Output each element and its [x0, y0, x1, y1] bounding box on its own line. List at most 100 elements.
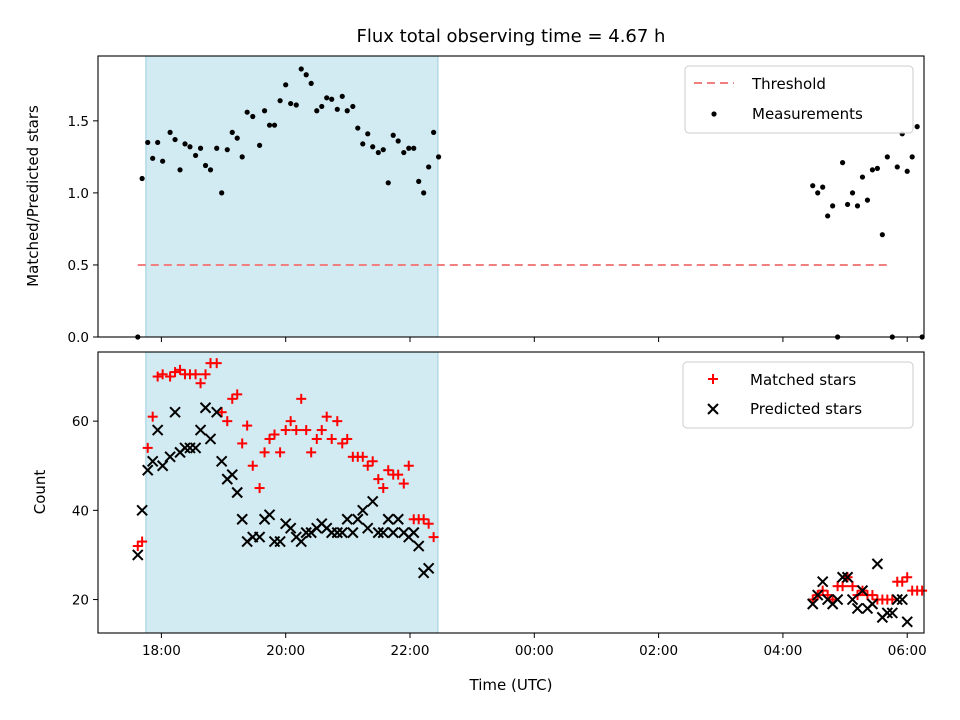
- predicted-point: [846, 593, 859, 606]
- predicted-point: [831, 593, 844, 606]
- matched-point: [373, 474, 384, 485]
- predicted-point: [179, 442, 191, 454]
- measurement-point: [820, 184, 826, 190]
- measurement-point: [308, 80, 314, 86]
- matched-point: [326, 433, 337, 444]
- predicted-point: [422, 562, 435, 575]
- measurement-point: [329, 96, 335, 102]
- predicted-point: [382, 513, 394, 525]
- matched-point: [423, 518, 434, 529]
- measurement-point: [207, 167, 214, 173]
- predicted-point: [253, 531, 266, 543]
- measurement-point: [324, 95, 330, 101]
- measurement-point: [261, 108, 268, 114]
- matched-point: [847, 581, 858, 592]
- matched-point: [321, 411, 332, 422]
- measurement-point: [172, 136, 178, 143]
- measurement-point: [431, 129, 437, 135]
- top-legend: Threshold Measurements: [684, 65, 914, 134]
- matched-point: [383, 465, 394, 476]
- predicted-point: [871, 558, 884, 570]
- predicted-point: [274, 535, 286, 548]
- predicted-point: [189, 442, 202, 454]
- predicted-point: [300, 526, 312, 539]
- matched-point: [157, 369, 168, 380]
- measurement-point: [271, 122, 278, 128]
- measurement-point: [360, 141, 366, 147]
- predicted-point: [357, 504, 369, 517]
- predicted-point: [146, 455, 159, 467]
- measurement-point: [160, 158, 166, 164]
- matched-point: [362, 460, 373, 471]
- legend-matched-swatch: [708, 374, 718, 384]
- predicted-point: [215, 455, 228, 467]
- matched-point: [190, 369, 201, 380]
- measurement-point: [224, 147, 230, 153]
- predicted-point: [204, 433, 217, 445]
- matched-point: [291, 425, 302, 436]
- predicted-point: [812, 589, 824, 601]
- matched-point: [428, 532, 439, 543]
- predicted-point: [284, 522, 297, 534]
- matched-point: [152, 371, 163, 382]
- predicted-point: [816, 575, 829, 588]
- measurement-point: [155, 139, 161, 146]
- predicted-point: [169, 406, 181, 418]
- predicted-point: [156, 460, 169, 472]
- measurement-point: [416, 178, 422, 184]
- x-tick-label: 18:00: [142, 643, 181, 659]
- measurement-point: [426, 164, 432, 170]
- matched-point: [242, 420, 253, 431]
- matched-point: [398, 478, 409, 489]
- measurement-points: [135, 66, 925, 340]
- matched-point: [147, 411, 158, 422]
- measurement-point: [859, 174, 866, 180]
- matched-point: [367, 456, 378, 467]
- measurement-point: [435, 154, 442, 160]
- y-tick-label: 0.5: [68, 258, 89, 274]
- matched-point: [195, 378, 206, 389]
- predicted-point: [164, 451, 176, 463]
- matched-point: [254, 483, 265, 494]
- measurement-point: [182, 141, 188, 147]
- measurement-point: [293, 102, 299, 108]
- x-tick-label: 22:00: [391, 643, 430, 659]
- measurement-point: [844, 201, 851, 208]
- measurement-point: [401, 149, 407, 156]
- measurement-point: [303, 72, 309, 78]
- measurement-point: [869, 167, 876, 173]
- matched-point: [357, 451, 368, 462]
- matched-point: [337, 438, 348, 449]
- measurement-point: [339, 93, 345, 99]
- measurement-point: [250, 113, 256, 120]
- x-tick-label: 06:00: [888, 643, 927, 659]
- matched-point: [887, 594, 898, 605]
- measurement-point: [192, 152, 199, 159]
- matched-point: [418, 514, 429, 525]
- y-tick-label: 0.0: [68, 330, 89, 346]
- measurement-point: [177, 167, 183, 173]
- legend-threshold-label: Threshold: [751, 75, 826, 93]
- y-tick-label: 60: [72, 414, 89, 430]
- measurement-point: [874, 165, 880, 171]
- predicted-point: [372, 526, 385, 539]
- matched-point: [403, 460, 414, 471]
- measurement-point: [197, 145, 204, 151]
- matched-point: [216, 407, 227, 418]
- predicted-point: [295, 535, 307, 548]
- matched-point: [247, 460, 258, 471]
- chart-title: Flux total observing time = 4.67 h: [357, 26, 666, 47]
- measurement-point: [283, 82, 289, 88]
- measurement-point: [355, 125, 361, 131]
- measurement-point: [150, 155, 156, 161]
- matched-point: [275, 447, 286, 458]
- top-x-ticks: [160, 337, 908, 342]
- predicted-point: [896, 593, 908, 606]
- measurement-point: [167, 129, 173, 135]
- legend-measurements-label: Measurements: [752, 105, 863, 123]
- matched-point: [165, 371, 176, 382]
- measurement-point: [145, 139, 151, 146]
- predicted-point: [866, 598, 879, 610]
- measurement-point: [350, 103, 356, 110]
